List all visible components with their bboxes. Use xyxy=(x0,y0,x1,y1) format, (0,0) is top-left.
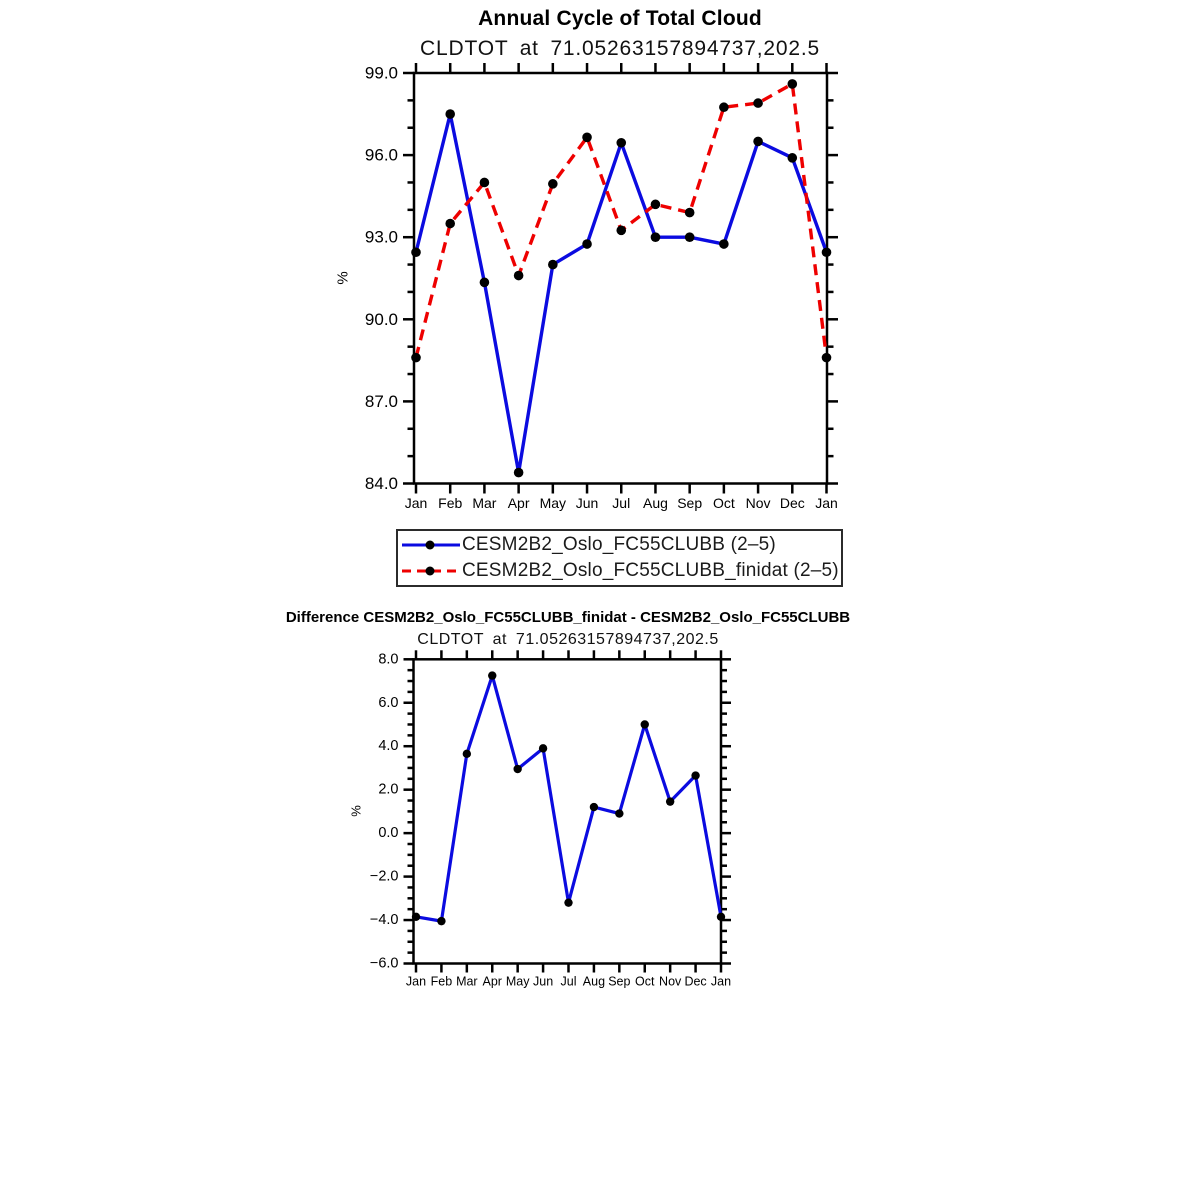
chart2-subtitle: CLDTOT at 71.05263157894737,202.5 xyxy=(417,631,719,648)
svg-text:2.0: 2.0 xyxy=(378,782,398,798)
svg-text:Aug: Aug xyxy=(643,495,668,511)
svg-text:−2.0: −2.0 xyxy=(370,869,399,885)
svg-text:6.0: 6.0 xyxy=(378,695,398,711)
svg-text:96.0: 96.0 xyxy=(365,146,398,165)
svg-text:Sep: Sep xyxy=(608,974,630,988)
svg-text:Mar: Mar xyxy=(456,974,478,988)
svg-text:8.0: 8.0 xyxy=(378,651,398,667)
svg-text:Mar: Mar xyxy=(472,495,496,511)
solid-line-swatch-icon xyxy=(402,540,460,550)
legend-label-control: CESM2B2_Oslo_FC55CLUBB (2–5) xyxy=(462,534,776,555)
svg-text:87.0: 87.0 xyxy=(365,392,398,411)
legend-box: CESM2B2_Oslo_FC55CLUBB (2–5) CESM2B2_Osl… xyxy=(396,529,843,587)
legend-label-finidat: CESM2B2_Oslo_FC55CLUBB_finidat (2–5) xyxy=(462,560,839,581)
chart1-title: Annual Cycle of Total Cloud xyxy=(478,7,762,30)
annual-cycle-line-chart: 84.0 87.0 90.0 93.0 96.0 99.0 Jan Feb Mar Apr May J… xyxy=(335,63,838,511)
svg-text:Dec: Dec xyxy=(684,974,706,988)
svg-text:Apr: Apr xyxy=(483,974,502,988)
svg-text:Jun: Jun xyxy=(533,974,553,988)
svg-text:%: % xyxy=(349,805,364,817)
svg-text:99.0: 99.0 xyxy=(365,64,398,83)
svg-text:−4.0: −4.0 xyxy=(370,912,399,928)
svg-text:Jan: Jan xyxy=(815,495,838,511)
svg-text:0.0: 0.0 xyxy=(378,825,398,841)
svg-text:May: May xyxy=(506,974,530,988)
svg-text:Aug: Aug xyxy=(583,974,605,988)
svg-text:Feb: Feb xyxy=(431,974,453,988)
svg-text:%: % xyxy=(335,271,352,284)
svg-text:Sep: Sep xyxy=(677,495,702,511)
legend-item-control: CESM2B2_Oslo_FC55CLUBB (2–5) xyxy=(400,532,839,558)
chart2-title: Difference CESM2B2_Oslo_FC55CLUBB_finida… xyxy=(285,609,851,626)
svg-text:Feb: Feb xyxy=(438,495,462,511)
svg-text:4.0: 4.0 xyxy=(378,738,398,754)
legend-item-finidat: CESM2B2_Oslo_FC55CLUBB_finidat (2–5) xyxy=(400,558,839,584)
svg-text:Oct: Oct xyxy=(635,974,655,988)
svg-text:May: May xyxy=(540,495,566,511)
svg-text:Dec: Dec xyxy=(780,495,805,511)
svg-text:93.0: 93.0 xyxy=(365,228,398,247)
svg-text:Jul: Jul xyxy=(561,974,577,988)
svg-text:Oct: Oct xyxy=(713,495,735,511)
svg-text:Jul: Jul xyxy=(612,495,630,511)
svg-text:Jun: Jun xyxy=(576,495,599,511)
svg-text:Nov: Nov xyxy=(746,495,771,511)
svg-text:90.0: 90.0 xyxy=(365,310,398,329)
svg-text:Apr: Apr xyxy=(508,495,530,511)
svg-text:Nov: Nov xyxy=(659,974,682,988)
svg-text:−6.0: −6.0 xyxy=(370,956,399,972)
difference-line-chart: −6.0 −4.0 −2.0 0.0 2.0 4.0 6.0 8.0 Jan Feb Mar Apr M… xyxy=(349,650,731,988)
chart1-subtitle: CLDTOT at 71.05263157894737,202.5 xyxy=(420,37,820,60)
svg-text:84.0: 84.0 xyxy=(365,474,398,493)
svg-text:Jan: Jan xyxy=(711,974,731,988)
svg-text:Jan: Jan xyxy=(406,974,426,988)
dashed-line-swatch-icon xyxy=(402,566,460,576)
svg-text:Jan: Jan xyxy=(405,495,428,511)
